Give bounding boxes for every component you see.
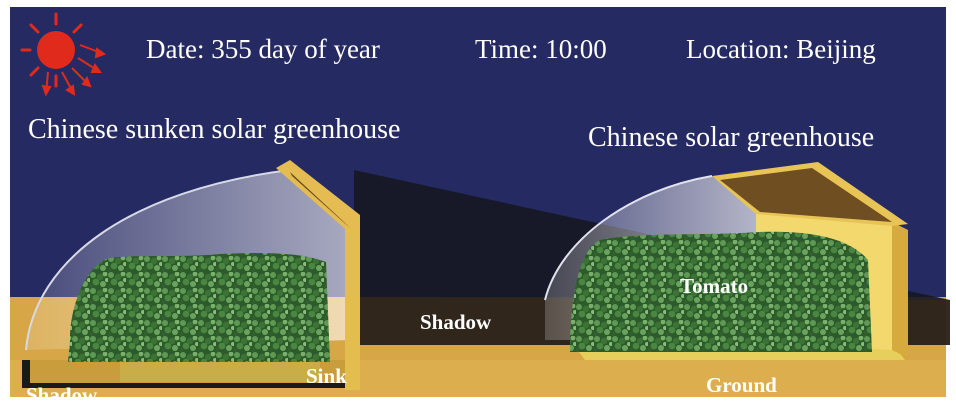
tomato-label: Tomato xyxy=(680,274,749,298)
sink-label: Sink xyxy=(306,364,347,388)
location-label: Location: Beijing xyxy=(686,34,876,64)
right-north-wall xyxy=(892,222,908,358)
time-label: Time: 10:00 xyxy=(475,34,607,64)
left-crop-canopy xyxy=(68,252,330,362)
solar-greenhouse xyxy=(544,162,908,360)
right-crop-canopy xyxy=(570,231,872,352)
right-arch-outline xyxy=(544,175,713,301)
ground-label: Ground xyxy=(706,373,777,397)
sunken-greenhouse xyxy=(22,160,360,390)
left-floor-light xyxy=(120,362,320,382)
right-greenhouse-title: Chinese solar greenhouse xyxy=(588,122,875,153)
date-label: Date: 355 day of year xyxy=(146,34,380,64)
shadow-label-middle: Shadow xyxy=(420,310,492,334)
left-roof-edge xyxy=(276,160,360,228)
left-north-wall xyxy=(345,228,360,390)
shadow-label-left: Shadow xyxy=(26,383,98,406)
sun-icon xyxy=(20,12,107,97)
left-greenhouse-title: Chinese sunken solar greenhouse xyxy=(28,114,401,145)
left-arch-outline xyxy=(25,169,291,351)
left-roof xyxy=(290,172,350,228)
right-roof xyxy=(720,168,892,222)
